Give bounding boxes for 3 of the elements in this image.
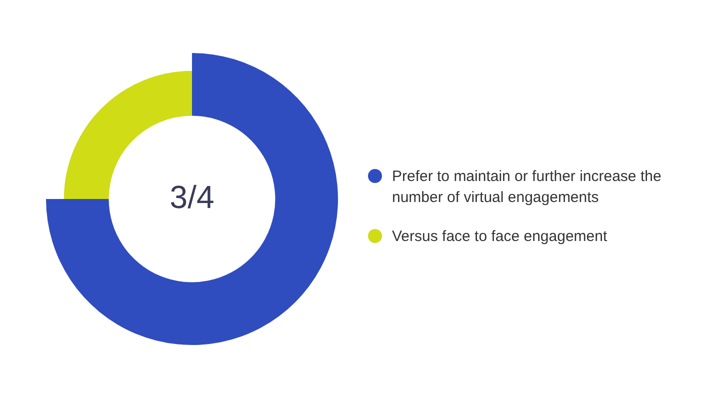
legend-label: Versus face to face engagement [392,227,608,247]
text: 3/4 [170,178,214,215]
legend-label: Prefer to maintain or further increase the number of virtual engagements [392,167,662,208]
